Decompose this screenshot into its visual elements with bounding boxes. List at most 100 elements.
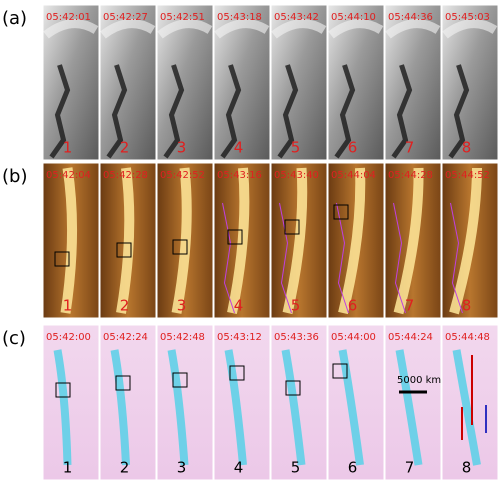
bright-loop bbox=[338, 167, 366, 315]
dark-feature bbox=[448, 64, 470, 159]
dark-feature bbox=[391, 64, 413, 159]
timestamp: 05:43:40 bbox=[274, 170, 319, 181]
dark-feature bbox=[106, 64, 128, 159]
timestamp: 05:42:00 bbox=[46, 332, 91, 343]
row-label: (c) bbox=[2, 328, 26, 349]
dark-feature bbox=[334, 64, 356, 159]
timestamp: 05:43:18 bbox=[217, 12, 262, 23]
panel-number: 1 bbox=[63, 139, 73, 157]
cyan-strip bbox=[224, 349, 247, 466]
panel-number: 6 bbox=[348, 139, 358, 157]
region-box bbox=[284, 219, 300, 235]
timestamp: 05:44:48 bbox=[445, 332, 490, 343]
image-panel bbox=[384, 324, 442, 481]
panel-number: 1 bbox=[63, 297, 73, 315]
bright-feature bbox=[271, 19, 327, 39]
panel-number: 3 bbox=[177, 139, 187, 157]
panel-number: 6 bbox=[348, 459, 358, 477]
bright-loop bbox=[227, 167, 250, 315]
panel-number: 4 bbox=[234, 459, 244, 477]
timestamp: 05:44:28 bbox=[388, 170, 433, 181]
region-box bbox=[55, 382, 71, 398]
panel-number: 8 bbox=[462, 297, 472, 315]
region-box bbox=[116, 242, 132, 258]
panel-number: 5 bbox=[291, 297, 301, 315]
panel-number: 6 bbox=[348, 297, 358, 315]
panel-number: 7 bbox=[405, 297, 415, 315]
bright-loop bbox=[282, 167, 308, 315]
panel-number: 2 bbox=[120, 297, 130, 315]
region-box bbox=[227, 229, 243, 245]
bright-loop bbox=[393, 167, 424, 315]
panel-number: 2 bbox=[120, 459, 130, 477]
panel-number: 2 bbox=[120, 139, 130, 157]
timestamp: 05:44:04 bbox=[331, 170, 376, 181]
region-box bbox=[172, 372, 188, 388]
row-label: (a) bbox=[2, 8, 27, 29]
timestamp: 05:44:24 bbox=[388, 332, 433, 343]
bright-feature bbox=[157, 19, 213, 39]
timestamp: 05:42:51 bbox=[160, 12, 205, 23]
bright-feature bbox=[100, 19, 156, 39]
region-box bbox=[172, 239, 188, 255]
image-panel bbox=[441, 324, 499, 481]
region-box bbox=[229, 365, 245, 381]
timestamp: 05:42:27 bbox=[103, 12, 148, 23]
bright-feature bbox=[214, 19, 270, 39]
cyan-strip bbox=[452, 349, 481, 466]
cyan-strip bbox=[395, 349, 423, 466]
dark-feature bbox=[220, 64, 242, 159]
cyan-strip bbox=[110, 349, 130, 466]
timestamp: 05:43:42 bbox=[274, 12, 319, 23]
panel-number: 7 bbox=[405, 139, 415, 157]
panel-number: 8 bbox=[462, 459, 472, 477]
timestamp: 05:44:10 bbox=[331, 12, 376, 23]
timestamp: 05:42:24 bbox=[103, 332, 148, 343]
contour bbox=[222, 202, 235, 314]
timestamp: 05:45:03 bbox=[445, 12, 490, 23]
timestamp: 05:43:36 bbox=[274, 332, 319, 343]
dark-feature bbox=[49, 64, 71, 159]
bright-feature bbox=[43, 19, 99, 39]
cyan-strip bbox=[281, 349, 306, 466]
cyan-strip bbox=[338, 349, 364, 466]
timestamp: 05:42:52 bbox=[160, 170, 205, 181]
contour bbox=[450, 202, 463, 314]
panel-number: 7 bbox=[405, 459, 415, 477]
timestamp: 05:44:36 bbox=[388, 12, 433, 23]
bright-loop bbox=[60, 167, 78, 314]
region-box bbox=[332, 363, 348, 379]
bright-loop bbox=[449, 167, 482, 315]
region-box bbox=[115, 375, 131, 391]
contour bbox=[393, 202, 406, 314]
panel-number: 1 bbox=[63, 459, 73, 477]
timestamp: 05:42:28 bbox=[103, 170, 148, 181]
panel-number: 5 bbox=[291, 459, 301, 477]
bright-loop bbox=[171, 167, 192, 314]
panel-number: 8 bbox=[462, 139, 472, 157]
panel-number: 3 bbox=[177, 297, 187, 315]
bright-feature bbox=[442, 19, 498, 39]
panel-number: 4 bbox=[234, 139, 244, 157]
cyan-strip bbox=[53, 349, 72, 466]
dark-feature bbox=[163, 64, 185, 159]
timestamp: 05:44:52 bbox=[445, 170, 490, 181]
timestamp: 05:43:12 bbox=[217, 332, 262, 343]
region-box bbox=[333, 204, 349, 220]
bright-feature bbox=[385, 19, 441, 39]
panel-number: 4 bbox=[234, 297, 244, 315]
panel-number: 3 bbox=[177, 459, 187, 477]
cyan-strip bbox=[167, 349, 189, 466]
region-box bbox=[285, 380, 301, 396]
timestamp: 05:42:04 bbox=[46, 170, 91, 181]
contour bbox=[279, 202, 292, 314]
region-box bbox=[54, 251, 70, 267]
image-panel bbox=[327, 324, 385, 481]
timestamp: 05:44:00 bbox=[331, 332, 376, 343]
timestamp: 05:42:01 bbox=[46, 12, 91, 23]
contour bbox=[336, 202, 349, 314]
row-label: (b) bbox=[2, 166, 27, 187]
panel-number: 5 bbox=[291, 139, 301, 157]
timestamp: 05:42:48 bbox=[160, 332, 205, 343]
